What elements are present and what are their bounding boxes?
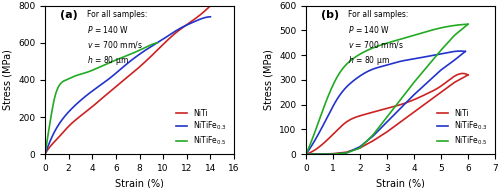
Legend: NiTi, NiTiFe$_{0.3}$, NiTiFe$_{0.5}$: NiTi, NiTiFe$_{0.3}$, NiTiFe$_{0.5}$: [172, 106, 231, 150]
X-axis label: Strain (%): Strain (%): [115, 178, 164, 188]
NiTiFe$_{0.3}$: [182, 25, 188, 27]
NiTiFe$_{0.5}$: [108, 61, 114, 63]
NiTiFe$_{0.5}$: [144, 45, 150, 48]
NiTiFe$_{0.3}$: [140, 51, 146, 53]
NiTi: [192, 18, 198, 20]
Line: NiTiFe$_{0.5}$: NiTiFe$_{0.5}$: [45, 43, 158, 154]
Line: NiTiFe$_{0.3}$: NiTiFe$_{0.3}$: [45, 17, 210, 154]
Text: For all samples:
$P$ = 140 W
$v$ = 700 mm/s
$h$ = 80 μm: For all samples: $P$ = 140 W $v$ = 700 m…: [86, 10, 147, 67]
Legend: NiTi, NiTiFe$_{0.3}$, NiTiFe$_{0.5}$: NiTi, NiTiFe$_{0.3}$, NiTiFe$_{0.5}$: [434, 106, 491, 150]
NiTiFe$_{0.5}$: [154, 42, 160, 44]
NiTi: [140, 63, 146, 65]
Y-axis label: Stress (MPa): Stress (MPa): [2, 49, 12, 110]
Y-axis label: Stress (MPa): Stress (MPa): [264, 49, 274, 110]
NiTiFe$_{0.3}$: [140, 50, 146, 53]
NiTi: [182, 25, 188, 27]
NiTi: [42, 152, 48, 154]
NiTi: [144, 60, 150, 62]
NiTiFe$_{0.5}$: [42, 151, 48, 153]
NiTi: [208, 5, 214, 7]
X-axis label: Strain (%): Strain (%): [376, 178, 425, 188]
Line: NiTi: NiTi: [45, 6, 210, 154]
NiTiFe$_{0.5}$: [136, 49, 142, 51]
NiTiFe$_{0.3}$: [144, 49, 150, 51]
Text: For all samples:
$P$ = 140 W
$v$ = 700 mm/s
$h$ = 80 μm: For all samples: $P$ = 140 W $v$ = 700 m…: [348, 10, 408, 67]
NiTi: [140, 62, 146, 64]
NiTiFe$_{0.3}$: [192, 20, 198, 23]
NiTiFe$_{0.3}$: [42, 153, 48, 155]
NiTiFe$_{0.5}$: [109, 61, 115, 63]
Text: (b): (b): [321, 10, 339, 20]
NiTiFe$_{0.5}$: [42, 153, 48, 155]
NiTiFe$_{0.5}$: [110, 60, 116, 62]
NiTi: [42, 153, 48, 155]
Text: (a): (a): [60, 10, 78, 20]
NiTiFe$_{0.3}$: [42, 152, 48, 154]
NiTiFe$_{0.3}$: [208, 16, 214, 18]
